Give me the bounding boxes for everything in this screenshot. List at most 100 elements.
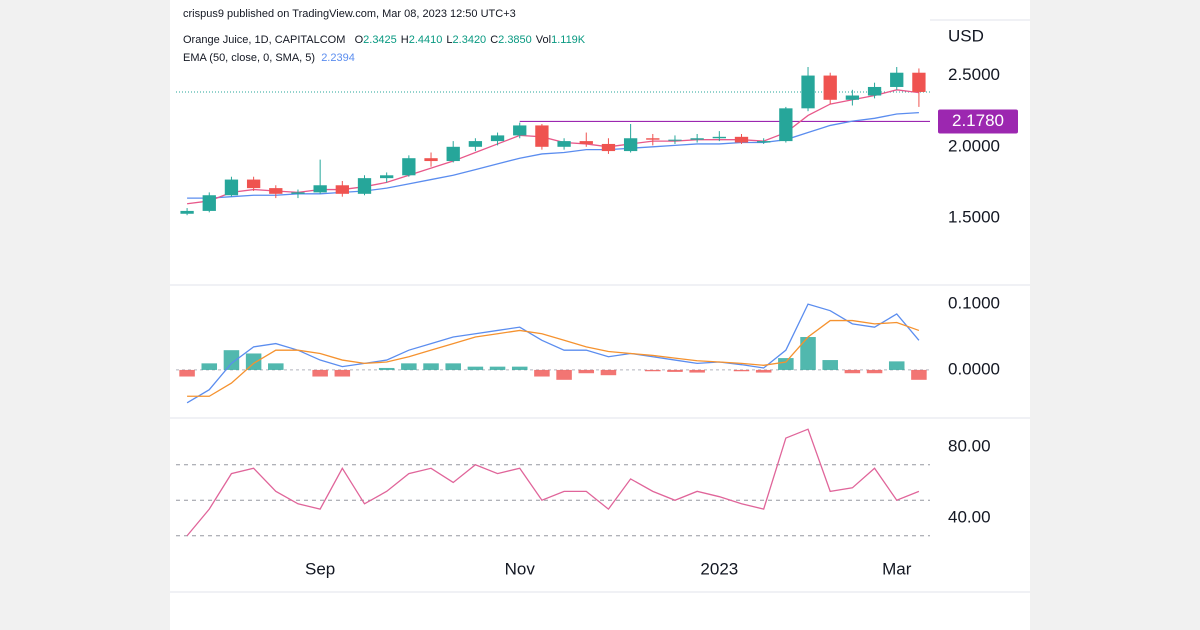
histogram-bar	[312, 369, 328, 377]
y-tick-label: 80.00	[948, 436, 991, 455]
ohlc-value: 2.3850	[498, 34, 532, 46]
candle-body	[823, 75, 837, 100]
candle-body	[890, 72, 904, 87]
candle-body	[380, 175, 394, 179]
indicator-line	[187, 111, 919, 199]
histogram-bar	[866, 369, 883, 374]
indicator-line	[186, 303, 920, 404]
candle-body	[224, 179, 239, 196]
histogram-bar	[445, 363, 461, 370]
level-badge	[938, 109, 1018, 134]
candle-body	[912, 72, 926, 92]
ohlc-label: L	[446, 34, 453, 46]
candle-body	[845, 95, 860, 100]
histogram-bar	[268, 363, 284, 370]
histogram-bar	[888, 361, 905, 370]
x-tick-label: 2023	[700, 559, 738, 578]
histogram-bar	[467, 366, 484, 370]
candle-body	[490, 135, 505, 142]
candle-body	[357, 178, 372, 194]
y-tick-label: 0.0000	[948, 359, 1000, 378]
histogram-bar	[223, 350, 240, 370]
y-tick-label: 2.5000	[948, 65, 1000, 84]
y-tick-label: 1.5000	[948, 208, 1000, 227]
x-tick-label: Nov	[505, 559, 536, 578]
candle-body	[557, 141, 571, 147]
candle-body	[291, 192, 305, 194]
indicator-value: 2.2394	[321, 52, 355, 64]
chart-panel	[170, 0, 1030, 630]
indicator-line	[187, 319, 920, 397]
candle-body	[779, 108, 793, 142]
histogram-bar	[911, 369, 927, 380]
candle-body	[646, 138, 660, 140]
candle-body	[757, 141, 771, 143]
histogram-bar	[423, 363, 439, 370]
x-tick-label: Mar	[882, 559, 912, 578]
indicator-legend: EMA (50, close, 0, SMA, 5) 2.2394	[183, 52, 355, 64]
y-tick-label: 40.00	[948, 507, 991, 526]
x-tick-label: Sep	[305, 559, 335, 578]
ohlc-label: Vol	[535, 34, 552, 46]
candle-body	[690, 138, 704, 140]
candle-body	[513, 125, 527, 136]
candle-body	[535, 125, 549, 147]
ohlc-value: 2.4410	[408, 34, 443, 46]
ohlc-label: O	[354, 34, 364, 46]
candle-body	[801, 75, 815, 109]
candle-body	[446, 146, 460, 162]
candle-body	[601, 143, 616, 152]
histogram-bar	[378, 367, 395, 370]
symbol-legend: Orange Juice, 1D, CAPITALCOM O2.3425 H2.4…	[183, 34, 589, 46]
histogram-bar	[844, 369, 861, 374]
indicator: EMA (50, close, 0, SMA, 5)	[183, 52, 316, 64]
ohlc-label: H	[400, 34, 409, 46]
indicator-line	[186, 428, 920, 537]
histogram-bar	[755, 369, 772, 373]
histogram-bar	[600, 369, 617, 376]
candle-body	[246, 179, 261, 189]
candle-body	[734, 136, 749, 143]
candle-body	[623, 138, 638, 152]
candle-body	[867, 86, 882, 96]
published: crispus9 published on TradingView.com, M…	[183, 8, 516, 20]
histogram-bar	[534, 369, 550, 377]
histogram-bar	[822, 360, 838, 370]
candle-body	[335, 185, 349, 194]
currency: USD	[948, 26, 984, 45]
histogram-bar	[511, 366, 528, 370]
histogram-bar	[578, 369, 595, 374]
ohlc-value: 2.3425	[363, 34, 397, 46]
histogram-bar	[645, 369, 661, 372]
histogram-bar	[401, 363, 417, 370]
histogram-bar	[556, 369, 572, 380]
candle-body	[202, 195, 216, 211]
level-label: 2.1780	[952, 111, 1004, 130]
histogram-bar	[201, 363, 218, 370]
histogram-bar	[778, 358, 794, 370]
y-tick-label: 0.1000	[948, 294, 1000, 313]
y-tick-label: 2.0000	[948, 136, 1000, 155]
candle-body	[269, 188, 283, 194]
candle-body	[579, 141, 593, 144]
histogram-bar	[179, 369, 195, 377]
candle-body	[180, 210, 194, 214]
symbol: Orange Juice, 1D, CAPITALCOM	[183, 34, 346, 46]
histogram-bar	[489, 366, 506, 370]
candle-body	[313, 185, 327, 193]
histogram-bar	[334, 369, 351, 377]
histogram-bar	[733, 369, 750, 372]
histogram-bar	[667, 369, 683, 372]
candle-body	[668, 139, 682, 141]
ohlc-value: 1.119K	[551, 34, 586, 46]
ohlc-label: C	[490, 34, 499, 46]
candle-body	[468, 141, 483, 147]
histogram-bar	[800, 337, 816, 370]
ohlc-value: 2.3420	[452, 34, 487, 46]
indicator-line	[187, 89, 919, 205]
candle-body	[712, 136, 726, 139]
candle-body	[424, 158, 438, 162]
candle-body	[402, 158, 416, 176]
